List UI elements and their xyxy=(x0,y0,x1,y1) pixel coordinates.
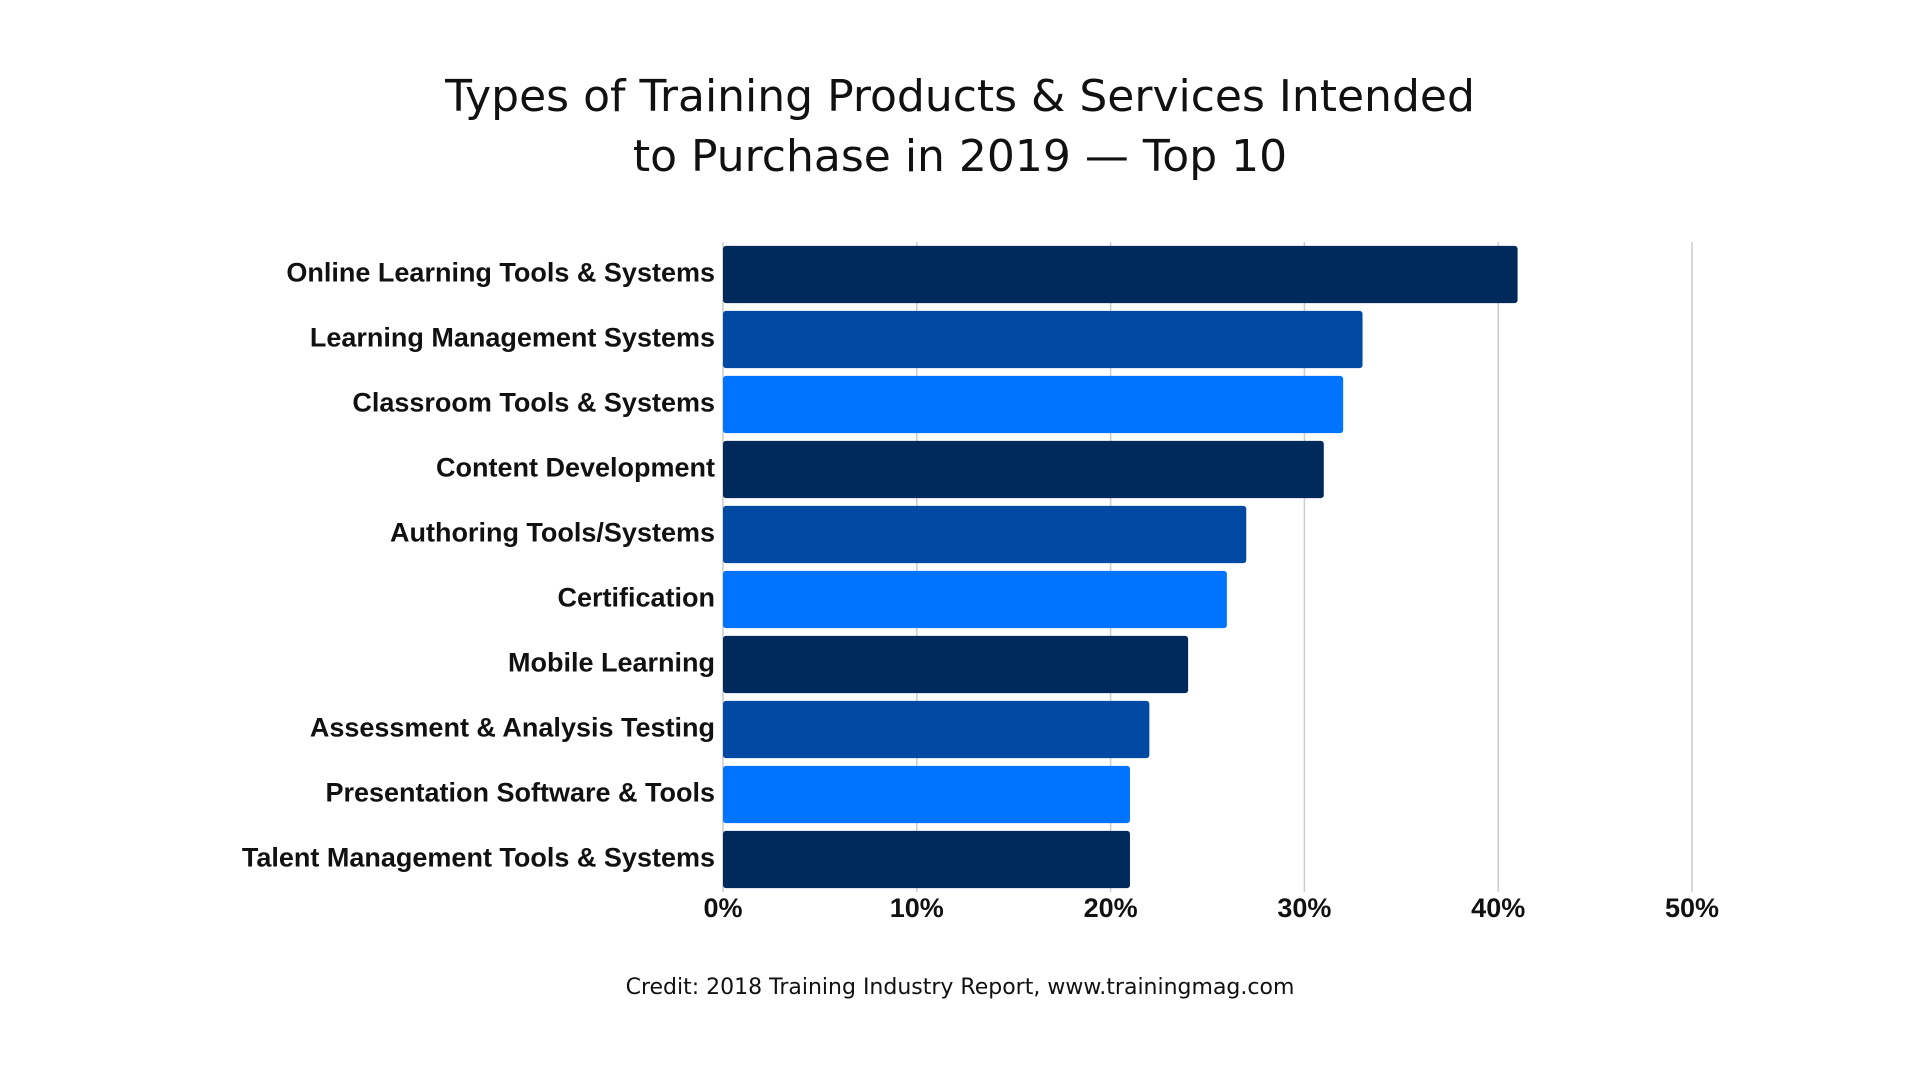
x-tick-label: 0% xyxy=(703,893,742,923)
x-tick-label: 40% xyxy=(1471,893,1525,923)
bar xyxy=(723,700,1150,759)
y-tick-label: Online Learning Tools & Systems xyxy=(286,258,715,288)
y-tick-label: Presentation Software & Tools xyxy=(325,778,715,808)
y-tick-label: Assessment & Analysis Testing xyxy=(310,713,715,743)
y-tick-label: Learning Management Systems xyxy=(310,323,715,353)
y-tick-label: Talent Management Tools & Systems xyxy=(242,843,715,873)
x-tick-label: 10% xyxy=(890,893,944,923)
y-tick-label: Content Development xyxy=(436,453,715,483)
y-tick-label: Authoring Tools/Systems xyxy=(390,518,715,548)
bar xyxy=(723,375,1344,434)
bar xyxy=(723,440,1324,499)
bar xyxy=(723,635,1189,694)
credit: Credit: 2018 Training Industry Report, w… xyxy=(626,975,1295,1000)
y-tick-label: Certification xyxy=(557,583,715,613)
bar xyxy=(723,310,1363,369)
chart-title: to Purchase in 2019 — Top 10 xyxy=(633,131,1287,182)
bar xyxy=(723,505,1247,564)
x-tick-label: 20% xyxy=(1084,893,1138,923)
bars xyxy=(723,245,1518,889)
x-tick-label: 50% xyxy=(1665,893,1719,923)
y-tick-label: Classroom Tools & Systems xyxy=(352,388,715,418)
x-tick-label: 30% xyxy=(1277,893,1331,923)
y-tick-label: Mobile Learning xyxy=(508,648,715,678)
bar xyxy=(723,765,1130,824)
bar xyxy=(723,830,1130,889)
bar xyxy=(723,245,1518,304)
chart-title: Types of Training Products & Services In… xyxy=(444,71,1475,122)
bar xyxy=(723,570,1227,629)
